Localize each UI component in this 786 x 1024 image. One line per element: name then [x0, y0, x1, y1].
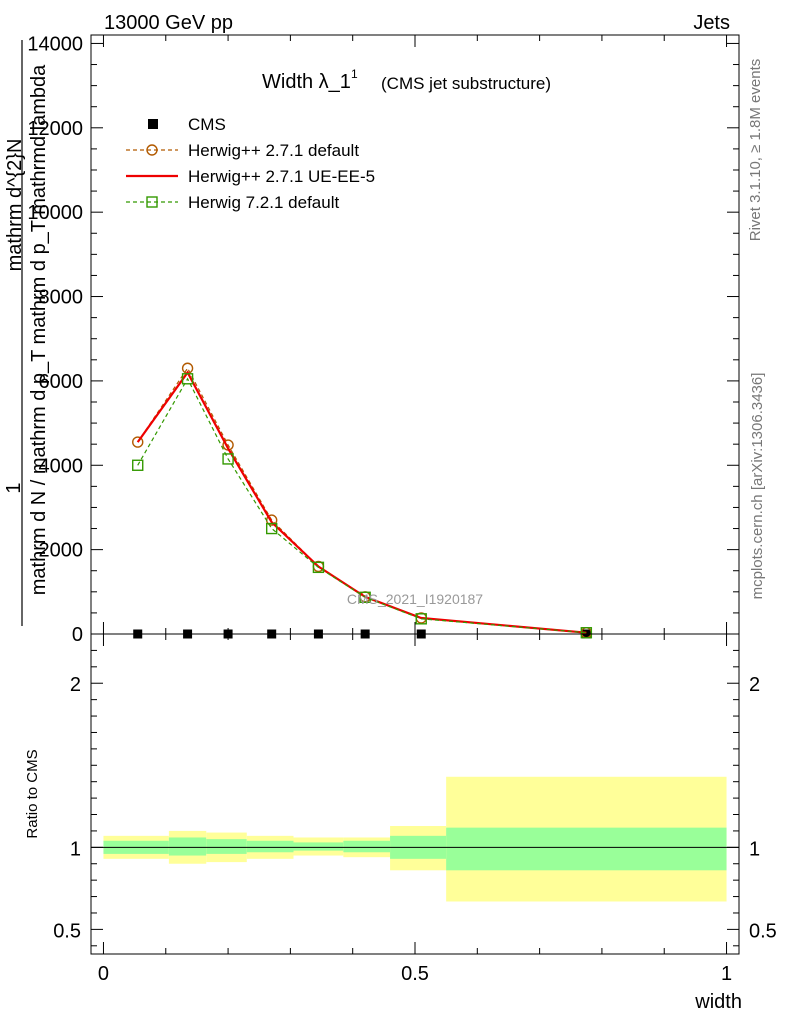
main-ytick-label: 0 — [72, 624, 83, 646]
analysis-watermark: CMS_2021_I1920187 — [347, 591, 483, 607]
ratio-inner-band — [246, 840, 294, 853]
main-axis-ticks: 0 2000 4000 6000 8000 10000 12000 14000 — [27, 33, 739, 646]
herwig721-marker — [415, 613, 427, 625]
main-ytick-label: 8000 — [39, 287, 84, 309]
main-ylabel: 1 mathrm d N / mathrm d p_T mathrm d p_T… — [3, 40, 50, 626]
herwig721-marker — [580, 627, 593, 639]
herwig721-marker — [265, 522, 278, 535]
ratio-ytick-label-right: 0.5 — [749, 920, 777, 942]
main-ytick-label: 14000 — [27, 33, 83, 55]
main-ytick-label: 2000 — [39, 540, 84, 562]
series-line-herwig721 — [137, 377, 587, 634]
ratio-ytick-label: 2 — [70, 674, 81, 696]
mcplots-label: mcplots.cern.ch [arXiv:1306.3436] — [749, 373, 766, 600]
ratio-xtick-label: 0 — [98, 963, 109, 985]
herwig721-marker — [312, 561, 325, 574]
ylabel-denominator: mathrm d^{2}N — [4, 139, 26, 272]
herwig-default-marker — [132, 436, 144, 448]
ratio-panel: 0.5 0.5 1 1 2 2 0 0.5 1 — [53, 633, 777, 985]
legend-label: Herwig++ 2.7.1 default — [188, 141, 359, 160]
ratio-frame — [90, 633, 740, 955]
legend-marker-herwig-default — [146, 144, 158, 156]
herwig721-marker — [132, 459, 144, 471]
ratio-inner-band — [343, 840, 391, 853]
process-label: Jets — [693, 12, 730, 34]
legend-label: Herwig++ 2.7.1 UE-EE-5 — [188, 167, 375, 186]
herwig721-marker — [181, 373, 194, 385]
ratio-axis-ticks: 0.5 0.5 1 1 2 2 0 0.5 1 — [53, 634, 777, 985]
series-line-herwig_ueee5 — [136, 370, 587, 634]
chart-subtitle: (CMS jet substructure) — [381, 74, 551, 93]
main-ytick-label: 4000 — [39, 455, 84, 477]
ratio-ylabel: Ratio to CMS — [24, 749, 41, 838]
ratio-xtick-label: 0.5 — [401, 963, 429, 985]
legend: CMS Herwig++ 2.7.1 default Herwig++ 2.7.1 … — [126, 115, 375, 212]
xlabel: width — [694, 991, 742, 1013]
legend-marker-herwig721 — [146, 196, 158, 208]
ratio-ytick-label: 1 — [70, 838, 81, 860]
ratio-ytick-label-right: 2 — [749, 674, 760, 696]
ratio-bands — [91, 776, 739, 902]
ratio-ytick-label: 0.5 — [53, 920, 81, 942]
ylabel-top: 1 — [3, 482, 25, 493]
legend-marker-cms — [148, 119, 158, 129]
chart-title: Width λ_11 — [262, 67, 358, 93]
main-ytick-label: 10000 — [27, 202, 83, 224]
main-panel: 0 2000 4000 6000 8000 10000 12000 14000 — [27, 33, 740, 646]
ratio-ytick-label-right: 1 — [749, 838, 760, 860]
main-ytick-label: 12000 — [27, 118, 83, 140]
ratio-inner-band — [168, 837, 207, 856]
herwig721-marker — [359, 591, 371, 604]
energy-label: 13000 GeV pp — [104, 12, 233, 34]
main-ytick-label: 6000 — [39, 371, 84, 393]
ratio-inner-band — [446, 827, 727, 871]
ratio-inner-band — [293, 842, 344, 851]
rivet-label: Rivet 3.1.10, ≥ 1.8M events — [747, 59, 764, 242]
ratio-inner-band — [206, 839, 247, 854]
herwig721-marker — [222, 453, 234, 465]
ratio-xtick-label: 1 — [721, 963, 732, 985]
legend-label: Herwig 7.2.1 default — [188, 193, 339, 212]
ylabel-numerator: mathrm d N / mathrm d p_T mathrm d p_T m… — [28, 64, 50, 595]
legend-label: CMS — [188, 115, 226, 134]
